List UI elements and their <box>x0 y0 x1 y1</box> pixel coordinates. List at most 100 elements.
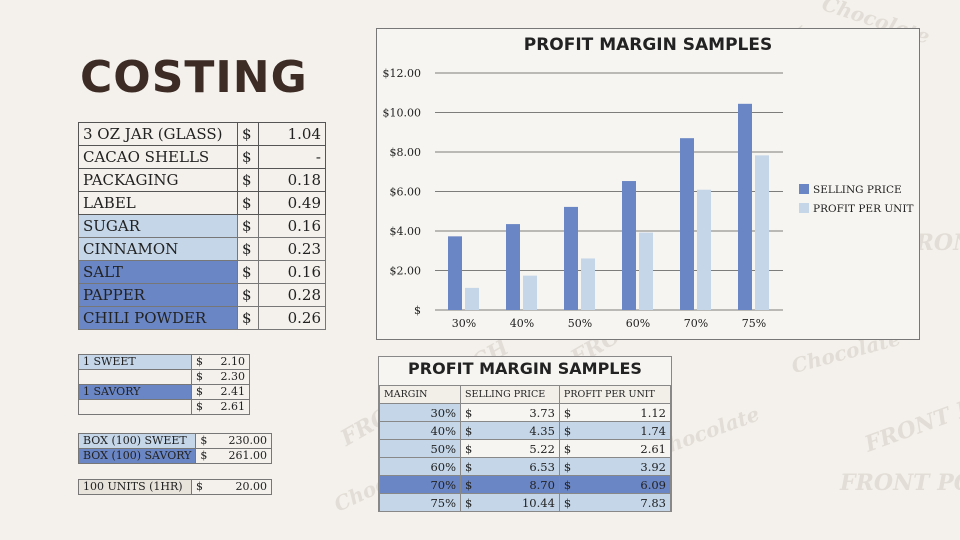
unit-cost-row: 1 SAVORY $2.41 <box>78 384 250 400</box>
unit-cost-value: 2.10 <box>214 354 250 370</box>
labor-row: 100 UNITS (1HR) $ 20.00 <box>78 479 272 495</box>
cost-item-label: LABEL <box>78 191 238 215</box>
unit-cost-value: 2.61 <box>214 399 250 415</box>
labor-cost-table: 100 UNITS (1HR) $ 20.00 <box>78 479 272 495</box>
bar-selling-price <box>738 103 752 310</box>
x-tick-label: 70% <box>684 317 708 330</box>
cost-item-currency: $ <box>237 214 259 238</box>
watermark-text: FRONT PORCH <box>861 368 960 458</box>
legend-swatch <box>799 184 809 194</box>
price-cell: 3.73 <box>477 403 560 422</box>
profit-cell: 1.74 <box>575 421 671 440</box>
box-cost-value: 261.00 <box>218 448 273 464</box>
box-cost-row: BOX (100) SAVORY $261.00 <box>77 448 273 464</box>
unit-cost-value: 2.41 <box>214 384 250 400</box>
y-tick-label: $2.00 <box>390 265 422 278</box>
bar-profit-per-unit <box>697 189 711 310</box>
y-tick-label: $8.00 <box>390 146 422 159</box>
profit-currency: $ <box>558 403 576 422</box>
y-tick-label: $12.00 <box>383 67 422 80</box>
table-row: 30% $3.73 $1.12 <box>379 403 671 422</box>
x-tick-label: 75% <box>742 317 766 330</box>
bar-selling-price <box>448 236 462 310</box>
cost-item-currency: $ <box>237 168 259 192</box>
profit-cell: 3.92 <box>575 457 671 476</box>
unit-cost-label: 1 SAVORY <box>78 384 192 400</box>
profit-cell: 7.83 <box>575 493 671 512</box>
chart-title: PROFIT MARGIN SAMPLES <box>523 35 773 55</box>
price-cell: 4.35 <box>477 421 560 440</box>
cost-item-currency: $ <box>237 145 259 169</box>
legend-swatch <box>799 203 809 213</box>
y-tick-label: $6.00 <box>390 186 422 199</box>
cost-row: SUGAR $0.16 <box>78 214 326 238</box>
unit-cost-label: 1 SWEET <box>78 354 192 370</box>
bar-selling-price <box>564 206 578 310</box>
watermark-text: FRONT PORCH <box>840 470 960 496</box>
unit-cost-label <box>78 369 192 385</box>
cost-row: CACAO SHELLS $ - <box>78 145 326 169</box>
price-currency: $ <box>460 403 477 422</box>
profit-cell: 6.09 <box>575 475 671 494</box>
cost-item-label: PACKAGING <box>78 168 238 192</box>
cost-row: 3 OZ JAR (GLASS) $1.04 <box>78 122 326 146</box>
table-row: 75% $10.44 $7.83 <box>379 493 671 512</box>
table-row: 60% $6.53 $3.92 <box>379 457 671 476</box>
unit-cost-currency: $ <box>191 354 214 370</box>
unit-cost-table: 1 SWEET $2.10 $2.30 1 SAVORY $2.41 $2.61 <box>78 354 250 415</box>
bar-selling-price <box>622 181 636 310</box>
cost-row: PACKAGING $0.18 <box>78 168 326 192</box>
profit-currency: $ <box>558 439 576 458</box>
box-cost-label: BOX (100) SAVORY <box>77 448 197 464</box>
price-cell: 6.53 <box>477 457 560 476</box>
cost-row: PAPPER $0.28 <box>78 283 326 307</box>
cost-item-value: 0.28 <box>258 283 326 307</box>
price-cell: 8.70 <box>477 475 560 494</box>
cost-item-currency: $ <box>237 260 259 284</box>
labor-value: 20.00 <box>214 479 272 495</box>
legend-label: SELLING PRICE <box>813 184 902 196</box>
chart-plot: $ $2.00 $4.00 $6.00 $8.00 $10.00 $12.00 30% 40% 5… <box>383 67 914 330</box>
margin-cell: 30% <box>379 403 461 422</box>
cost-item-label: SUGAR <box>78 214 238 238</box>
bar-profit-per-unit <box>581 258 595 310</box>
unit-cost-label <box>78 399 192 415</box>
labor-label: 100 UNITS (1HR) <box>78 479 192 495</box>
bar-profit-per-unit <box>523 275 537 310</box>
cost-item-value: 0.18 <box>258 168 326 192</box>
cost-row: CINNAMON $0.23 <box>78 237 326 261</box>
cost-item-value: 0.49 <box>258 191 326 215</box>
cost-item-label: 3 OZ JAR (GLASS) <box>78 122 238 146</box>
bar-profit-per-unit <box>639 232 653 310</box>
legend-label: PROFIT PER UNIT <box>813 203 914 215</box>
cost-item-currency: $ <box>237 122 259 146</box>
price-currency: $ <box>460 421 477 440</box>
cost-item-label: SALT <box>78 260 238 284</box>
y-tick-label: $ <box>414 304 421 317</box>
price-cell: 5.22 <box>477 439 560 458</box>
profit-currency: $ <box>558 421 576 440</box>
box-cost-table: BOX (100) SWEET $230.00 BOX (100) SAVORY $2… <box>77 433 273 464</box>
profit-margin-table-panel: PROFIT MARGIN SAMPLES MARGIN SELLING PRI… <box>378 356 672 512</box>
header-selling-price: SELLING PRICE <box>460 385 560 404</box>
bar-profit-per-unit <box>755 155 769 310</box>
cost-item-value: 0.23 <box>258 237 326 261</box>
unit-cost-currency: $ <box>191 369 214 385</box>
bar-selling-price <box>680 138 694 310</box>
margin-cell: 75% <box>379 493 461 512</box>
margin-cell: 50% <box>379 439 461 458</box>
profit-cell: 2.61 <box>575 439 671 458</box>
cost-item-label: CINNAMON <box>78 237 238 261</box>
header-margin: MARGIN <box>379 385 461 404</box>
ingredient-cost-table: 3 OZ JAR (GLASS) $1.04 CACAO SHELLS $ - PACKA… <box>78 122 326 330</box>
bar-selling-price <box>506 224 520 310</box>
margin-table-title: PROFIT MARGIN SAMPLES <box>408 359 642 378</box>
box-cost-row: BOX (100) SWEET $230.00 <box>77 433 273 449</box>
cost-item-currency: $ <box>237 283 259 307</box>
price-currency: $ <box>460 457 477 476</box>
profit-cell: 1.12 <box>575 403 671 422</box>
cost-item-value: 0.16 <box>258 214 326 238</box>
cost-item-label: CHILI POWDER <box>78 306 238 330</box>
cost-item-label: CACAO SHELLS <box>78 145 238 169</box>
unit-cost-row: 1 SWEET $2.10 <box>78 354 250 370</box>
